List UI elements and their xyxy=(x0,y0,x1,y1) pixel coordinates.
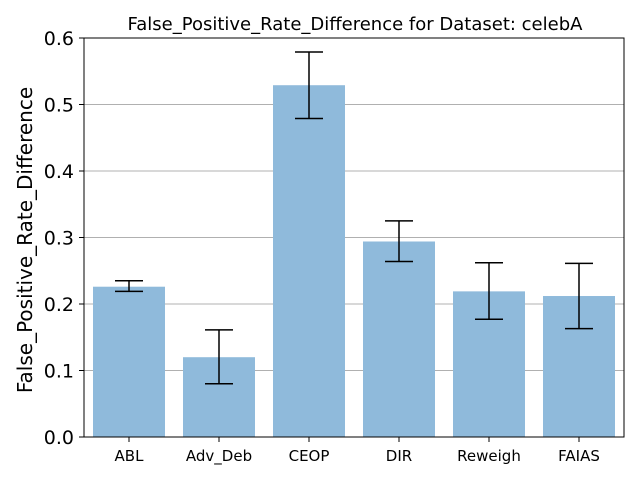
y-tick-label: 0.3 xyxy=(44,228,74,250)
x-tick-label: Adv_Deb xyxy=(186,447,252,466)
bar-abl xyxy=(93,286,165,437)
y-tick-label: 0.2 xyxy=(44,294,74,316)
x-tick-label: CEOP xyxy=(289,447,330,465)
x-tick-label: DIR xyxy=(386,447,412,465)
y-tick-label: 0.1 xyxy=(44,361,74,383)
bar-ceop xyxy=(273,85,345,437)
x-tick-label: Reweigh xyxy=(457,447,521,465)
x-axis-ticks: ABL Adv_Deb CEOP DIR Reweigh FAIAS xyxy=(115,437,600,466)
y-tick-label: 0.5 xyxy=(44,95,74,117)
bar-dir xyxy=(363,241,435,437)
y-tick-label: 0.0 xyxy=(44,427,74,449)
x-tick-label: ABL xyxy=(115,447,145,465)
y-axis-label: False_Positive_Rate_Difference xyxy=(13,87,37,393)
chart-title: False_Positive_Rate_Difference for Datas… xyxy=(128,14,584,35)
y-tick-label: 0.4 xyxy=(44,161,74,183)
bars-group xyxy=(93,85,615,437)
x-tick-label: FAIAS xyxy=(558,447,600,465)
y-axis-ticks: 0.0 0.1 0.2 0.3 0.4 0.5 0.6 xyxy=(44,28,84,449)
y-tick-label: 0.6 xyxy=(44,28,74,50)
error-bars-group xyxy=(115,51,593,385)
